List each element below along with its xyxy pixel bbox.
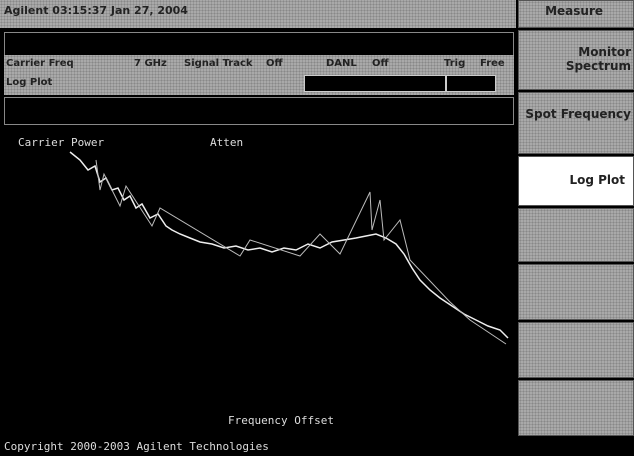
status-label: Carrier Freq	[6, 58, 74, 69]
menu-title: Measure	[518, 0, 634, 28]
softkey[interactable]	[518, 208, 634, 262]
plot-label: Carrier Power	[18, 136, 104, 149]
status-value: Free	[480, 58, 505, 69]
x-axis-label: Frequency Offset	[228, 414, 334, 427]
softkey-label: Monitor Spectrum	[566, 45, 631, 73]
plot: Carrier Power Atten Frequency Offset	[0, 130, 516, 436]
status-panel: Carrier Freq 7 GHz Signal Track Off DANL…	[4, 55, 514, 95]
softkey[interactable]: Spot Frequency	[518, 92, 634, 154]
status-value: 7 GHz	[134, 58, 167, 69]
mode: Log Plot	[6, 77, 52, 88]
softkey[interactable]: Monitor Spectrum	[518, 30, 634, 90]
title: Agilent 03:15:37 Jan 27, 2004	[4, 4, 188, 17]
status-value: Off	[372, 58, 389, 69]
copyright: Copyright 2000-2003 Agilent Technologies	[4, 440, 269, 453]
progress-box	[304, 75, 496, 92]
trace-noise	[96, 160, 506, 344]
softkey-label: Spot Frequency	[525, 107, 631, 121]
softkey-selected[interactable]: Log Plot	[518, 156, 634, 206]
plot-label: Atten	[210, 136, 243, 149]
message-box	[4, 97, 514, 125]
status-label: Trig	[444, 58, 465, 69]
title-bar: Agilent 03:15:37 Jan 27, 2004	[0, 0, 516, 28]
softkey[interactable]	[518, 264, 634, 320]
softkey[interactable]	[518, 380, 634, 436]
footer: Copyright 2000-2003 Agilent Technologies	[0, 438, 634, 456]
status-label: Signal Track	[184, 58, 253, 69]
status-value: Off	[266, 58, 283, 69]
menu-title-text: Measure	[545, 4, 603, 18]
trace	[70, 152, 508, 338]
softkey-label: Log Plot	[569, 173, 625, 187]
entry-box	[4, 32, 514, 56]
marker	[445, 76, 447, 91]
status-label: DANL	[326, 58, 357, 69]
softkey[interactable]	[518, 322, 634, 378]
screen: Agilent 03:15:37 Jan 27, 2004 Carrier Fr…	[0, 0, 634, 456]
